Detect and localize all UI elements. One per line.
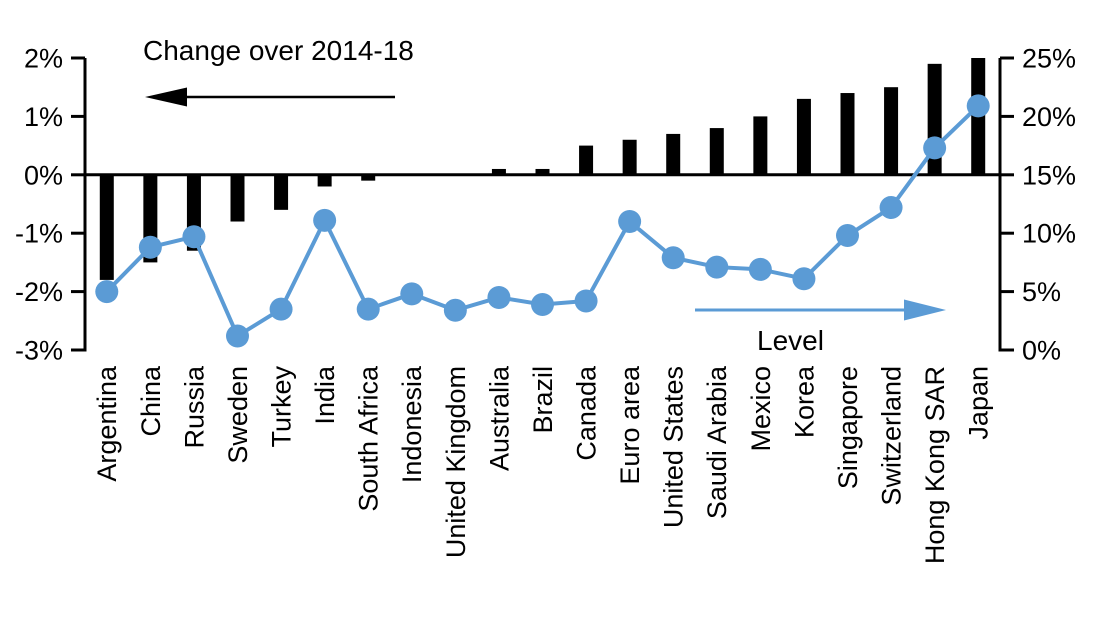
category-label: Korea [789,365,819,438]
change-bar [666,133,681,175]
category-label: Saudi Arabia [702,365,732,519]
right-axis-tick-label: 5% [1022,277,1061,307]
right-axis-tick-label: 15% [1022,160,1076,190]
bar-series-label: Change over 2014-18 [143,35,414,66]
right-axis-tick-label: 10% [1022,219,1076,249]
left-axis-tick-label: 2% [24,43,63,73]
level-marker [182,225,206,249]
level-marker [705,255,729,279]
change-bar [796,98,811,175]
category-label: United Kingdom [441,366,471,558]
level-marker [923,136,947,160]
category-label: South Africa [354,365,384,512]
category-label: Sweden [223,366,253,464]
left-axis-tick-label: 0% [24,160,63,190]
level-marker [574,289,598,313]
category-label: Euro area [615,365,645,485]
left-axis-tick-label: -2% [15,277,63,307]
level-marker [313,208,337,232]
level-marker [792,267,816,291]
change-bar [317,174,332,187]
level-marker [226,324,249,348]
category-label: Switzerland [877,366,907,506]
line-series-label: Level [757,325,824,356]
category-label: Brazil [528,366,558,434]
change-bar [622,139,637,175]
level-marker [443,298,467,322]
category-label: Australia [484,365,514,471]
change-bar [99,174,114,280]
level-marker [487,285,511,309]
level-marker [836,224,859,248]
level-marker [966,94,990,118]
right-arrow-head [904,299,946,321]
level-marker [95,280,119,304]
change-bar [274,174,289,210]
left-arrow-head [145,87,187,107]
category-label: Hong Kong SAR [920,366,950,564]
right-axis-tick-label: 20% [1022,102,1076,132]
change-bar [230,174,245,222]
category-label: Mexico [746,366,776,452]
right-axis-tick-label: 25% [1022,43,1076,73]
level-marker [531,292,554,316]
left-axis-tick-label: -3% [15,335,63,365]
category-label: Singapore [833,366,863,489]
category-label: Turkey [267,366,297,448]
change-bar [491,168,506,175]
change-bar [709,128,724,175]
change-bar [884,87,899,175]
level-marker [748,257,772,281]
category-label: United States [659,366,689,528]
level-marker [269,297,293,321]
category-label: Indonesia [397,365,427,483]
right-axis-tick-label: 0% [1022,335,1061,365]
change-bar [840,93,855,175]
category-label: Canada [572,365,602,461]
category-label: Russia [179,365,209,449]
level-marker [356,297,380,321]
change-bar [535,168,550,175]
level-marker [138,235,162,259]
level-marker [400,282,424,306]
change-bar [361,174,376,181]
category-label: Japan [964,366,994,440]
left-axis-tick-label: -1% [15,219,63,249]
left-axis-tick-label: 1% [24,102,63,132]
change-bar [579,145,594,175]
category-label: China [136,365,166,437]
level-marker [661,246,685,270]
category-label: Argentina [92,365,122,482]
category-label: India [310,365,340,425]
level-marker [879,196,903,220]
level-marker [618,210,642,234]
change-bar [753,116,768,175]
